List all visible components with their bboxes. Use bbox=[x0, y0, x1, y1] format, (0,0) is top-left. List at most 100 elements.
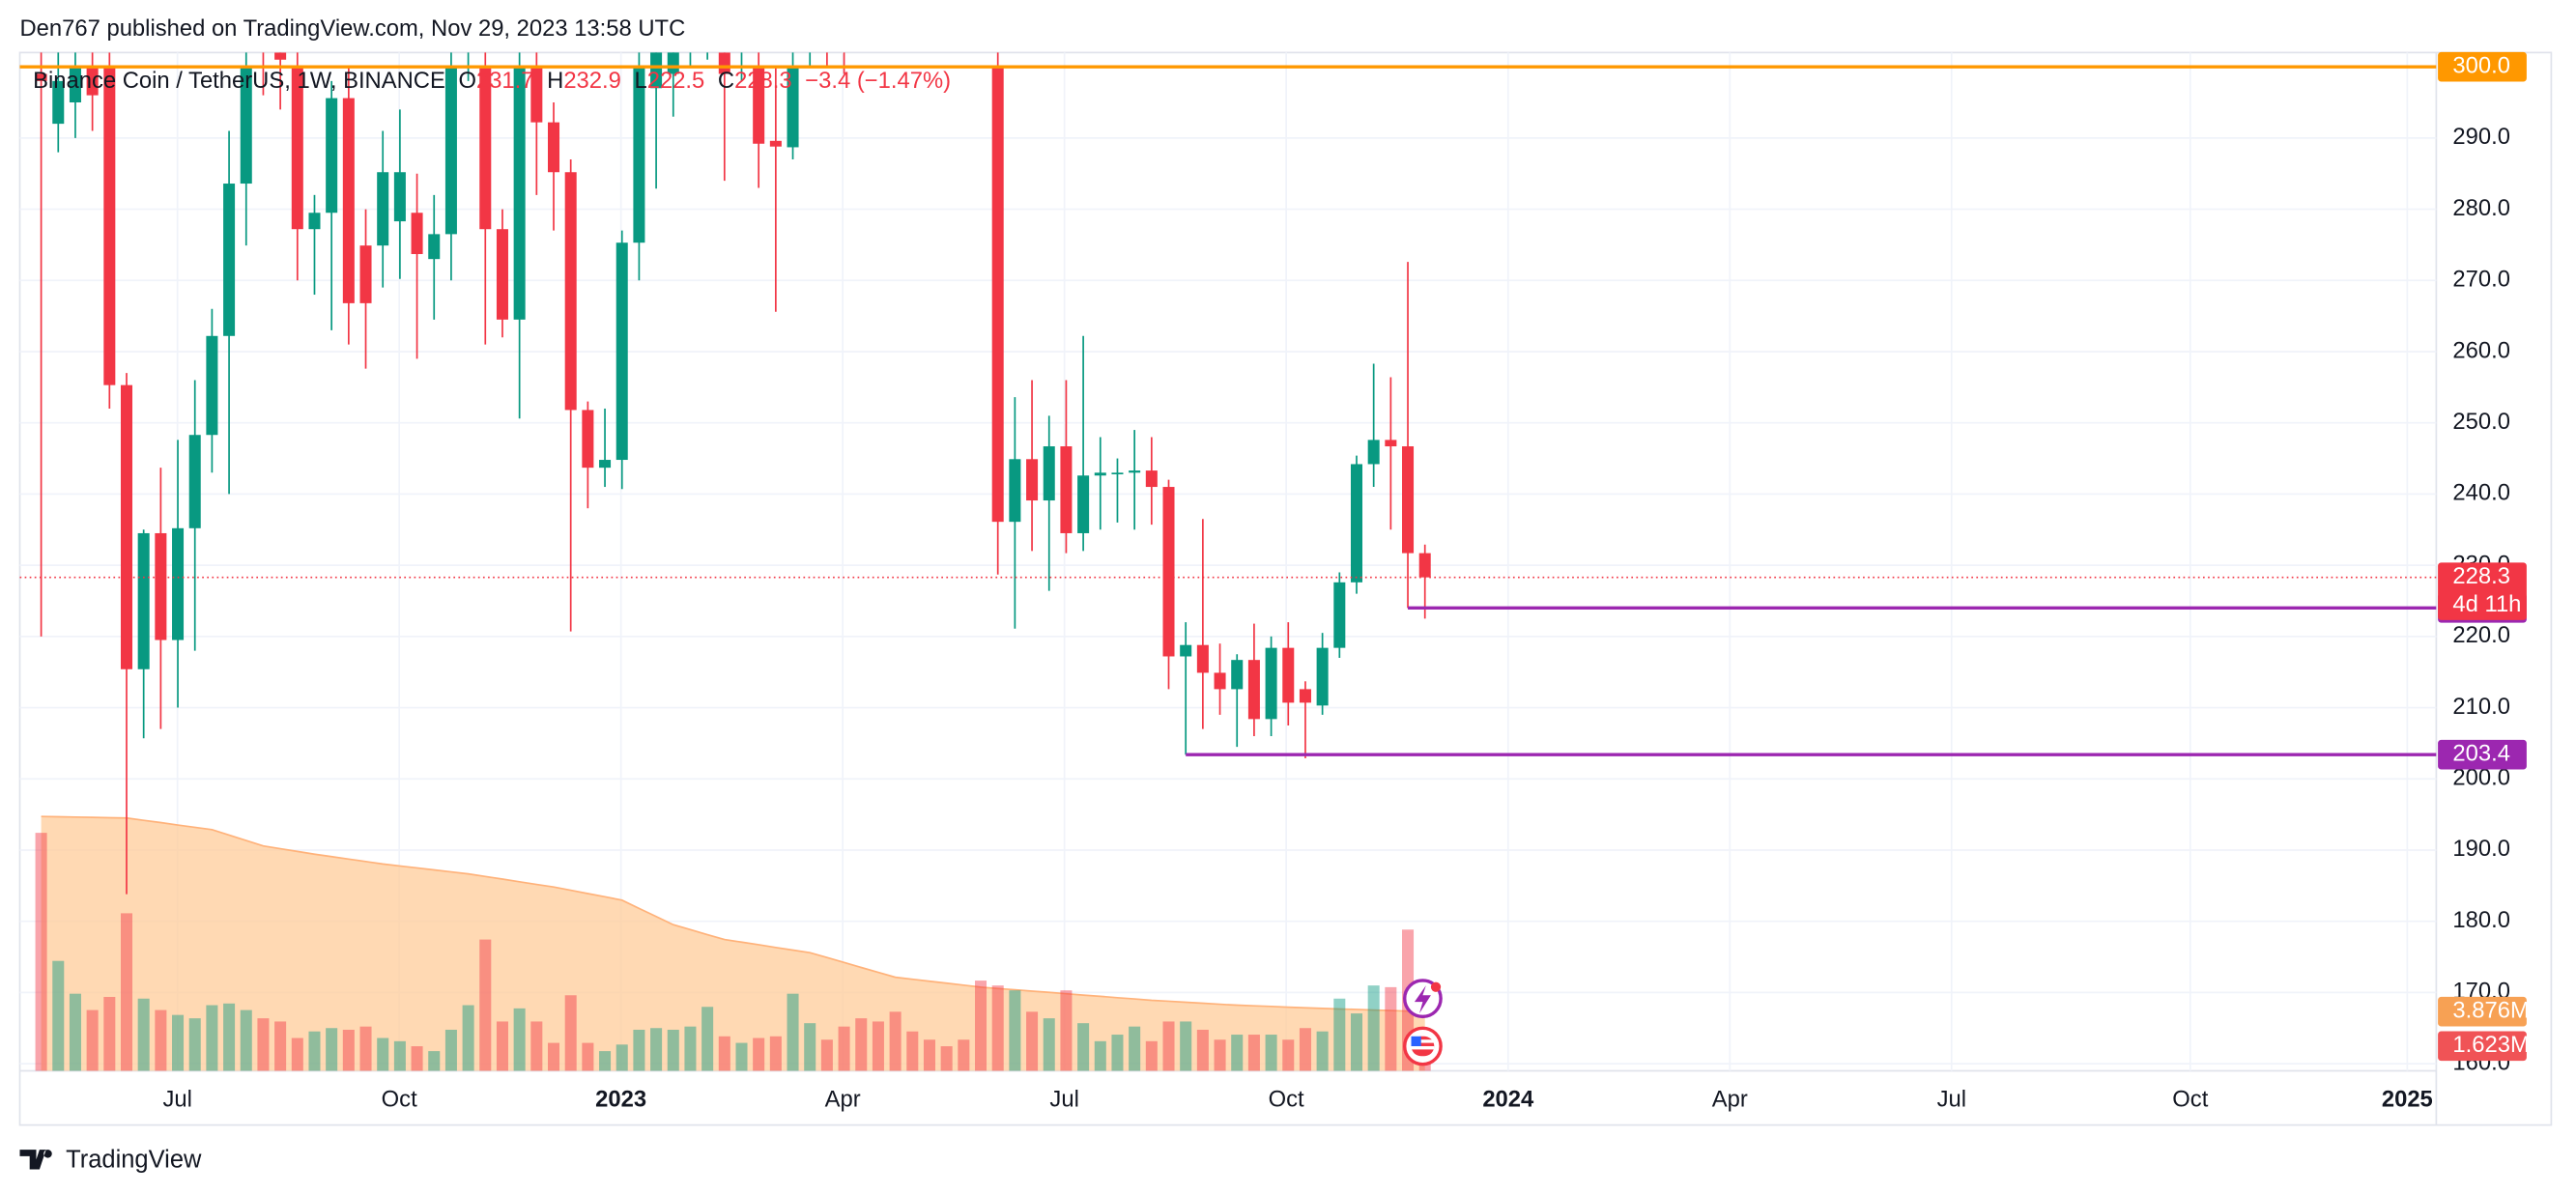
candle-body bbox=[1265, 647, 1277, 720]
candle-body bbox=[291, 67, 303, 230]
candle-body bbox=[411, 213, 423, 255]
brand-name: TradingView bbox=[66, 1147, 202, 1174]
y-tick-label: 250.0 bbox=[2452, 409, 2510, 435]
candle-body bbox=[52, 80, 65, 125]
candle-body bbox=[496, 229, 508, 320]
volume-bar bbox=[1282, 1039, 1295, 1071]
candle-body bbox=[582, 410, 594, 469]
candle-body bbox=[35, 73, 47, 81]
volume-bar bbox=[838, 1026, 850, 1071]
candle-body bbox=[1145, 470, 1158, 488]
volume-bar bbox=[326, 1028, 338, 1071]
volume-bar bbox=[513, 1008, 526, 1071]
volume-bar bbox=[1077, 1023, 1090, 1071]
volume-bar bbox=[308, 1031, 321, 1071]
volume-bar bbox=[206, 1005, 218, 1071]
legend-key: L bbox=[634, 68, 646, 94]
candle-body bbox=[1009, 459, 1021, 523]
volume-bar bbox=[52, 960, 65, 1071]
y-tick-label: 260.0 bbox=[2452, 337, 2510, 363]
volume-bar bbox=[496, 1021, 508, 1071]
candle-body bbox=[1350, 464, 1363, 583]
candle-body bbox=[787, 67, 799, 148]
volume-bar bbox=[923, 1039, 935, 1071]
event-dot bbox=[1430, 981, 1442, 992]
x-tick-label: Oct bbox=[1269, 1086, 1304, 1112]
volume-bar bbox=[1180, 1021, 1192, 1071]
volume-bar bbox=[975, 981, 987, 1071]
volume-bar bbox=[1265, 1035, 1277, 1071]
candle-body bbox=[274, 52, 287, 60]
candle-body bbox=[1214, 672, 1226, 690]
volume-bar bbox=[1333, 998, 1346, 1071]
x-tick-label: Jul bbox=[1937, 1086, 1966, 1112]
volume-bar bbox=[820, 1039, 833, 1071]
level-label-bg bbox=[2438, 51, 2527, 82]
level-label: 300.0 bbox=[2452, 52, 2510, 78]
volume-bar bbox=[428, 1051, 441, 1071]
x-tick-label: 2025 bbox=[2382, 1086, 2433, 1112]
candle-body bbox=[1333, 582, 1346, 648]
volume-bar bbox=[120, 913, 133, 1071]
volume-bar bbox=[804, 1023, 816, 1071]
volume-bar bbox=[172, 1014, 185, 1071]
volume-bar bbox=[1094, 1040, 1106, 1071]
volume-bar bbox=[342, 1029, 355, 1071]
last-price-label: 228.3 bbox=[2452, 563, 2510, 589]
volume-bar bbox=[855, 1018, 868, 1071]
volume-bar bbox=[599, 1051, 612, 1071]
candle-body bbox=[240, 67, 252, 185]
volume-bar bbox=[35, 833, 47, 1071]
volume-bar bbox=[1316, 1031, 1329, 1071]
volume-bar bbox=[274, 1021, 287, 1071]
y-tick-label: 240.0 bbox=[2452, 480, 2510, 506]
candle-body bbox=[342, 98, 355, 303]
candle-body bbox=[1162, 487, 1175, 657]
volume-bar bbox=[991, 985, 1004, 1071]
candle-body bbox=[564, 172, 577, 411]
volume-bar bbox=[1043, 1018, 1055, 1071]
last-price-label-bg bbox=[2438, 562, 2527, 620]
volume-bar bbox=[291, 1038, 303, 1071]
volume-bar bbox=[1196, 1029, 1209, 1071]
candle-body bbox=[547, 122, 560, 173]
volume-ma-label-bg bbox=[2438, 996, 2527, 1027]
volume-bar bbox=[1367, 985, 1380, 1071]
volume-bar bbox=[667, 1029, 679, 1071]
volume-bar bbox=[411, 1046, 423, 1071]
legend-open: 231.7 bbox=[476, 68, 534, 94]
candle-body bbox=[137, 532, 150, 669]
candle-body bbox=[1129, 470, 1141, 473]
candle-body bbox=[769, 140, 782, 147]
legend-high: 232.9 bbox=[563, 68, 621, 94]
volume-bar bbox=[872, 1021, 884, 1071]
flag-stripe bbox=[1411, 1039, 1435, 1043]
publisher-line: Den767 published on TradingView.com, Nov… bbox=[19, 15, 685, 42]
candle-body bbox=[1247, 660, 1260, 720]
candle-body bbox=[103, 67, 116, 385]
candle-body bbox=[326, 98, 338, 213]
volume-bar bbox=[1247, 1035, 1260, 1071]
x-tick-label: Apr bbox=[1712, 1086, 1748, 1112]
x-tick-label: 2023 bbox=[595, 1086, 646, 1112]
candle-body bbox=[599, 460, 612, 469]
candle-body bbox=[1196, 644, 1209, 673]
candle-body bbox=[444, 67, 457, 235]
volume-bar bbox=[615, 1044, 628, 1071]
volume-bar bbox=[223, 1003, 236, 1071]
candle-body bbox=[1043, 446, 1055, 501]
candle-body bbox=[155, 532, 167, 640]
volume-ma-line bbox=[41, 815, 1425, 1013]
candle-body bbox=[718, 52, 730, 74]
volume-ma-area bbox=[41, 816, 1425, 1071]
legend-title: Binance Coin / TetherUS, 1W, BINANCE bbox=[33, 68, 445, 94]
volume-bar bbox=[582, 1042, 594, 1071]
volume-label-bg bbox=[2438, 1031, 2527, 1062]
overlay bbox=[1403, 979, 1443, 1066]
volume-bar bbox=[188, 1018, 201, 1071]
volume-bar bbox=[1129, 1026, 1141, 1071]
candle-body bbox=[753, 67, 765, 144]
chart-frame bbox=[18, 51, 2553, 1126]
event-icon-bolt bbox=[1414, 985, 1431, 1013]
volume-bar bbox=[940, 1046, 953, 1071]
